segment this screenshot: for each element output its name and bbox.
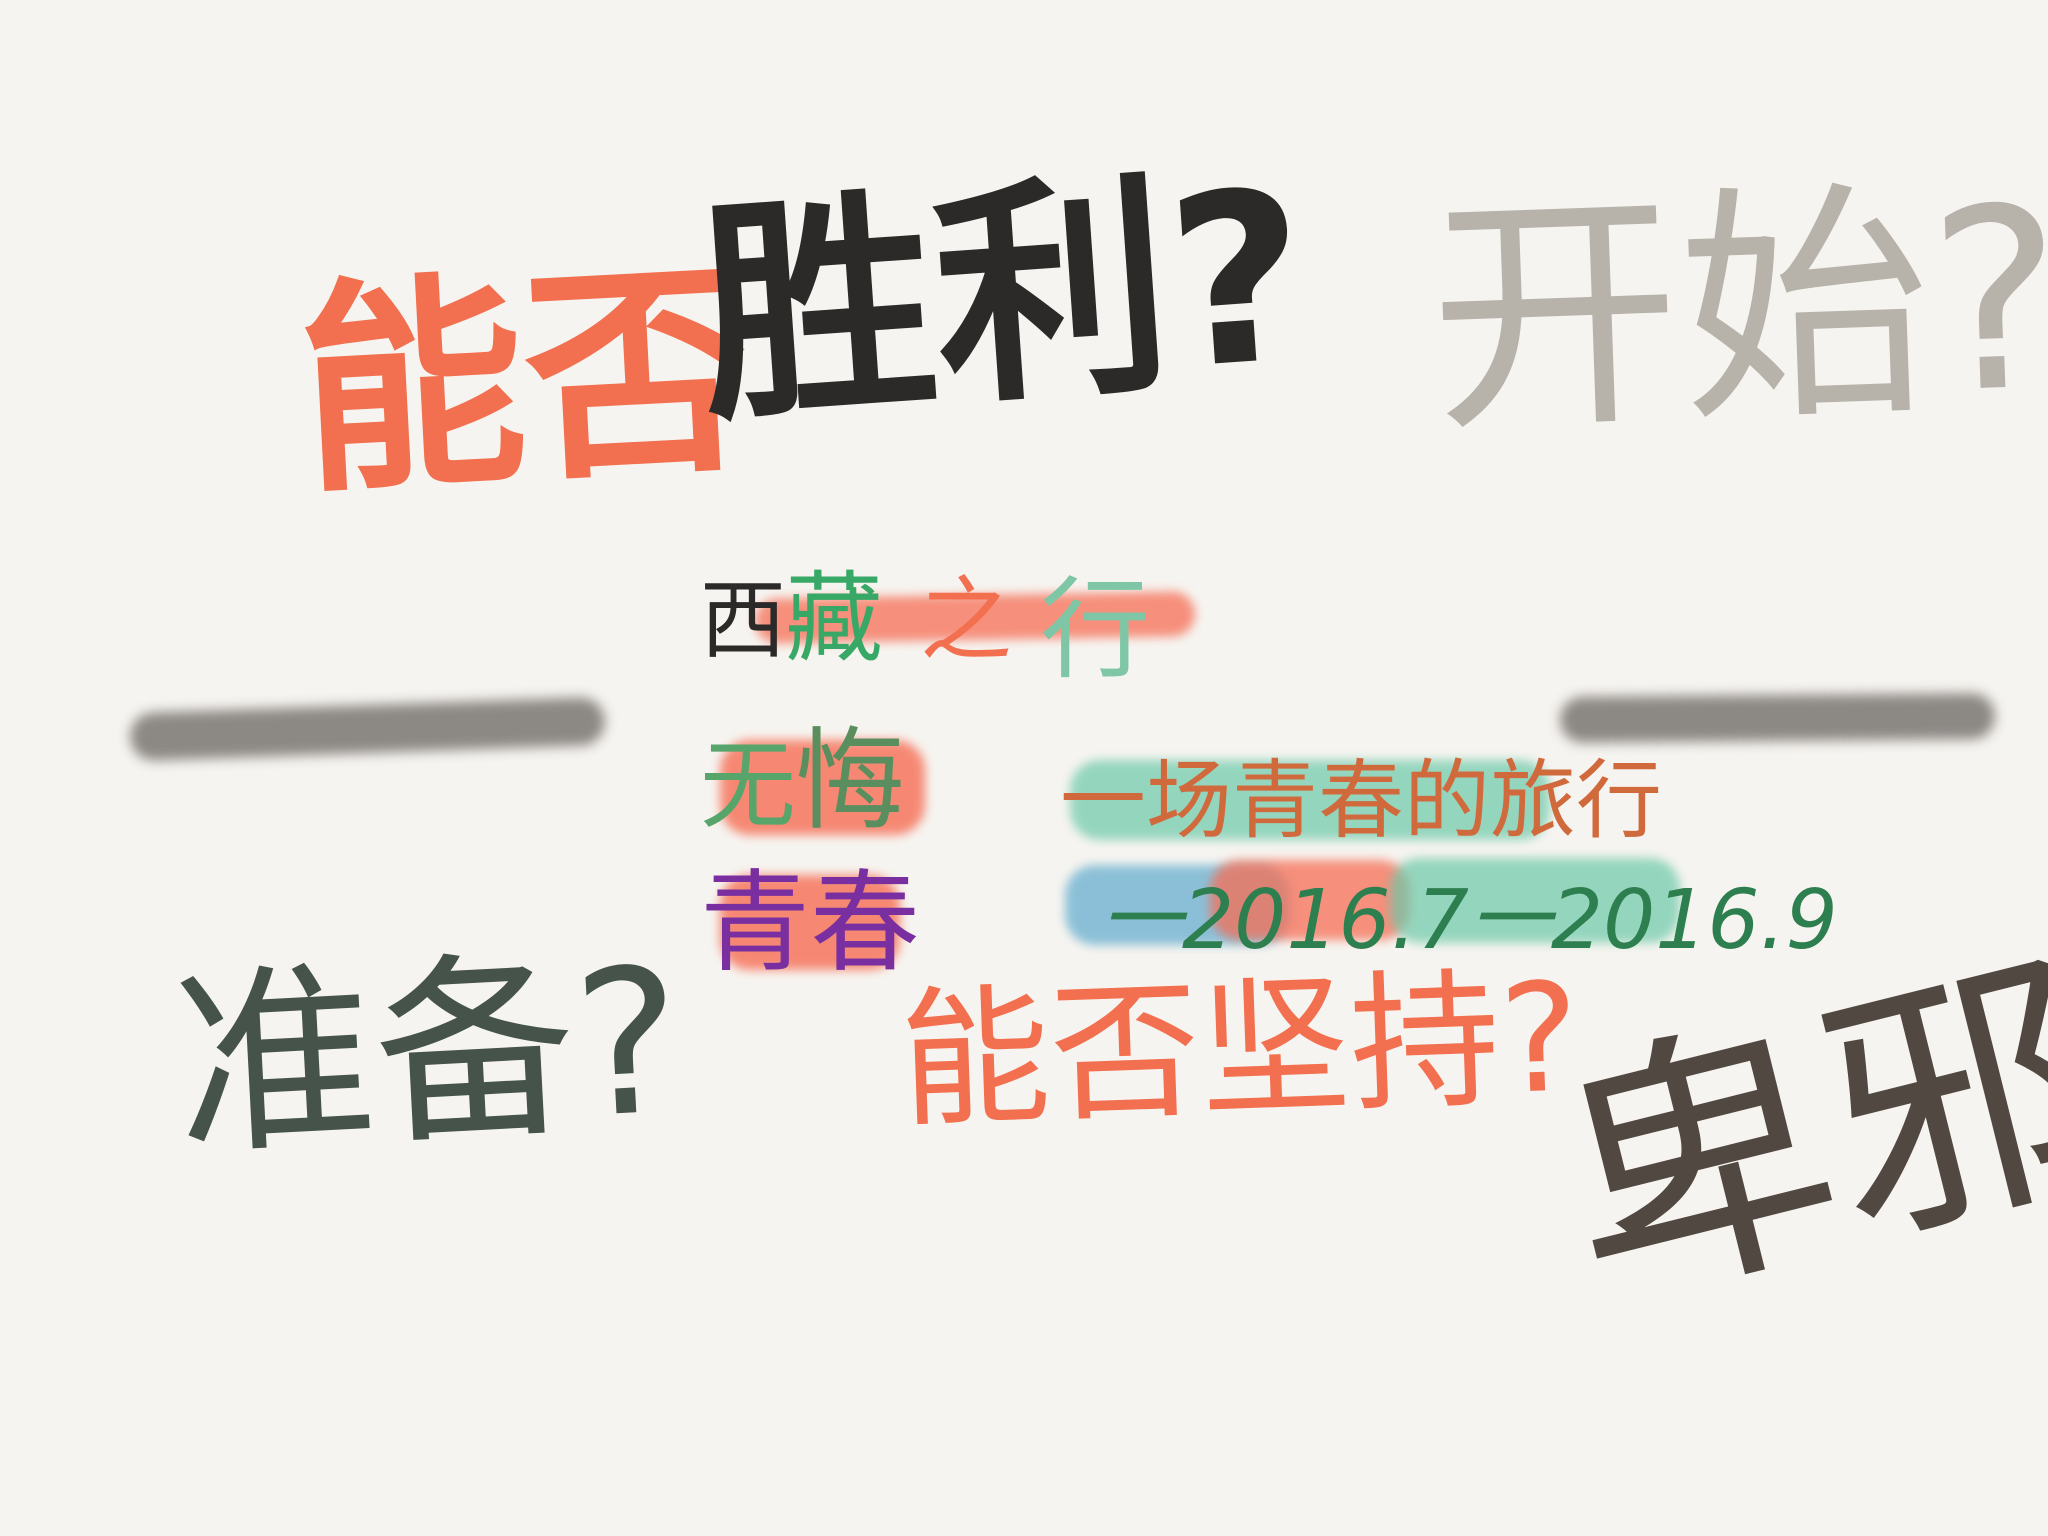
journey-caption: 一场青春的旅行: [1060, 751, 1662, 851]
phrase-nengfou: 能否: [293, 239, 757, 525]
phrase-zhunbei: 准备?: [169, 924, 687, 1185]
highlight-wuhui-salmon: [720, 740, 925, 835]
date-range: 一2016.7一2016.9: [1100, 873, 1838, 968]
gray-brush-stroke-left: [129, 696, 606, 762]
signature-mark: 卑邪: [1529, 916, 2048, 1353]
phrase-jianchi: 能否坚持?: [897, 951, 1583, 1149]
title-char-xi: 西: [700, 571, 786, 671]
word-qingchun: 青春: [700, 859, 920, 987]
word-hui: 悔: [795, 717, 905, 845]
phrase-kaishi: 开始?: [1425, 153, 2048, 466]
gray-brush-stroke-right: [1559, 693, 1996, 743]
highlight-dates-salmon: [1210, 860, 1410, 940]
highlight-journey-mint: [1070, 760, 1550, 840]
highlight-qingchun-salmon: [720, 875, 900, 970]
title-char-zhi: 之: [920, 567, 1013, 674]
title-char-zang: 藏: [785, 562, 884, 676]
phrase-shengli: 胜利?: [691, 140, 1316, 455]
highlight-dates-mint: [1390, 858, 1680, 943]
word-wu: 无: [700, 730, 796, 842]
title-char-xing: 行: [1040, 566, 1150, 694]
